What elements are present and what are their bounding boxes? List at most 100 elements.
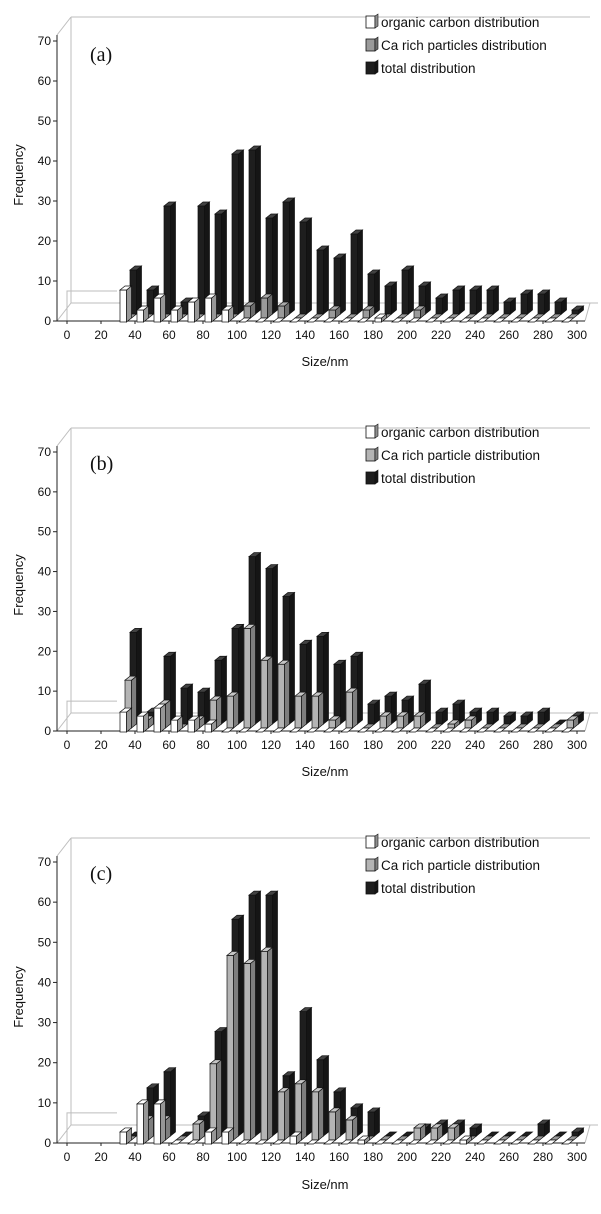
bar-organic-carbon-distribution-175 xyxy=(357,727,371,733)
bar-organic-carbon-distribution-235 xyxy=(459,317,473,323)
x-tick-label: 0 xyxy=(64,738,71,752)
y-tick-label: 0 xyxy=(44,724,51,738)
bar-organic-carbon-distribution-95 xyxy=(221,727,235,733)
bar-Ca-rich-particles-distribution-245 xyxy=(481,313,495,319)
bar-organic-carbon-distribution-235 xyxy=(459,1135,473,1145)
bar-Ca-rich-particle-distribution-75 xyxy=(192,1119,206,1141)
bar-organic-carbon-distribution-165 xyxy=(340,1139,354,1145)
bar-organic-carbon-distribution-145 xyxy=(306,317,320,323)
bar-Ca-rich-particle-distribution-295 xyxy=(566,1135,580,1141)
bar-organic-carbon-distribution-265 xyxy=(510,1139,524,1145)
x-axis-label: Size/nm xyxy=(302,764,349,779)
bar-Ca-rich-particles-distribution-105 xyxy=(243,301,257,319)
bar-organic-carbon-distribution-125 xyxy=(272,1139,286,1145)
bar-Ca-rich-particle-distribution-165 xyxy=(345,1115,359,1141)
bar-total-distribution-215 xyxy=(435,707,449,725)
bar-total-distribution-135 xyxy=(299,217,313,315)
x-tick-label: 300 xyxy=(567,1150,587,1164)
x-tick-label: 100 xyxy=(227,328,247,342)
bar-organic-carbon-distribution-175 xyxy=(357,317,371,323)
wall-top-edge xyxy=(56,837,72,857)
x-tick-label: 20 xyxy=(94,1150,108,1164)
bar-organic-carbon-distribution-75 xyxy=(187,715,201,733)
bar-organic-carbon-distribution-185 xyxy=(374,313,388,323)
bar-organic-carbon-distribution-295 xyxy=(561,727,575,733)
bar-organic-carbon-distribution-245 xyxy=(476,317,490,323)
bar-Ca-rich-particle-distribution-105 xyxy=(243,623,257,729)
x-tick-label: 260 xyxy=(499,328,519,342)
bar-organic-carbon-distribution-215 xyxy=(425,727,439,733)
x-tick-label: 220 xyxy=(431,328,451,342)
bar-organic-carbon-distribution-145 xyxy=(306,1139,320,1145)
bar-total-distribution-105 xyxy=(248,145,262,315)
y-tick-label: 30 xyxy=(38,194,52,208)
bar-organic-carbon-distribution-175 xyxy=(357,1135,371,1145)
bar-organic-carbon-distribution-115 xyxy=(255,317,269,323)
bar-total-distribution-95 xyxy=(231,623,245,725)
bar-total-distribution-225 xyxy=(452,699,466,725)
bar-total-distribution-275 xyxy=(537,707,551,725)
legend: organic carbon distribution Ca rich parti… xyxy=(365,13,547,76)
floor-plateau xyxy=(66,1112,117,1143)
bar-Ca-rich-particle-distribution-155 xyxy=(328,1107,342,1141)
x-axis-label: Size/nm xyxy=(302,354,349,369)
bar-Ca-rich-particle-distribution-285 xyxy=(549,723,563,729)
x-tick-label: 80 xyxy=(196,1150,210,1164)
bar-organic-carbon-distribution-75 xyxy=(187,1139,201,1145)
bar-total-distribution-145 xyxy=(316,631,330,725)
bar-total-distribution-185 xyxy=(384,281,398,315)
bar-organic-carbon-distribution-85 xyxy=(204,293,218,323)
bar-Ca-rich-particle-distribution-215 xyxy=(430,723,444,729)
bar-total-distribution-225 xyxy=(452,285,466,315)
bar-organic-carbon-distribution-215 xyxy=(425,317,439,323)
x-tick-label: 40 xyxy=(128,738,142,752)
x-tick-label: 80 xyxy=(196,738,210,752)
x-tick-label: 60 xyxy=(162,738,176,752)
legend-label: organic carbon distribution xyxy=(381,425,539,440)
y-tick-label: 60 xyxy=(38,74,52,88)
bar-organic-carbon-distribution-125 xyxy=(272,317,286,323)
bar-organic-carbon-distribution-45 xyxy=(136,1099,150,1145)
bar-total-distribution-215 xyxy=(435,293,449,315)
bar-organic-carbon-distribution-105 xyxy=(238,727,252,733)
bar-organic-carbon-distribution-45 xyxy=(136,305,150,323)
bar-total-distribution-95 xyxy=(231,149,245,315)
legend-label: organic carbon distribution xyxy=(381,15,539,30)
bar-Ca-rich-particle-distribution-85 xyxy=(209,695,223,729)
bar-organic-carbon-distribution-95 xyxy=(221,1127,235,1145)
bar-organic-carbon-distribution-155 xyxy=(323,1139,337,1145)
bar-Ca-rich-particles-distribution-195 xyxy=(396,313,410,319)
floor-right-edge xyxy=(584,1124,591,1144)
bar-organic-carbon-distribution-165 xyxy=(340,727,354,733)
x-tick-label: 300 xyxy=(567,328,587,342)
legend-swatch xyxy=(365,471,376,485)
x-tick-label: 220 xyxy=(431,1150,451,1164)
bar-organic-carbon-distribution-255 xyxy=(493,1139,507,1145)
floor-plateau xyxy=(66,700,117,731)
bar-Ca-rich-particle-distribution-95 xyxy=(226,691,240,729)
bar-Ca-rich-particle-distribution-225 xyxy=(447,719,461,729)
x-tick-label: 140 xyxy=(295,1150,315,1164)
x-tick-label: 160 xyxy=(329,1150,349,1164)
bar-organic-carbon-distribution-35 xyxy=(119,1127,133,1145)
x-tick-label: 240 xyxy=(465,1150,485,1164)
x-axis-label: Size/nm xyxy=(302,1177,349,1192)
legend-swatch xyxy=(365,15,376,29)
y-tick-label: 50 xyxy=(38,935,52,949)
legend-swatch xyxy=(365,448,376,462)
bar-Ca-rich-particle-distribution-155 xyxy=(328,715,342,729)
bar-total-distribution-245 xyxy=(486,707,500,725)
x-tick-label: 280 xyxy=(533,738,553,752)
legend-swatch xyxy=(365,858,376,872)
bar-Ca-rich-particle-distribution-185 xyxy=(379,711,393,729)
x-tick-label: 20 xyxy=(94,328,108,342)
chart-panel-a: 0 10 20 30 40 50 60 70 0 20 40 60 80 100 120 140 160 180 2… xyxy=(11,13,598,369)
bar-organic-carbon-distribution-135 xyxy=(289,317,303,323)
bar-total-distribution-275 xyxy=(537,289,551,315)
bar-Ca-rich-particle-distribution-255 xyxy=(498,723,512,729)
x-tick-label: 240 xyxy=(465,738,485,752)
bar-Ca-rich-particle-distribution-145 xyxy=(311,691,325,729)
bar-organic-carbon-distribution-155 xyxy=(323,727,337,733)
bar-total-distribution-65 xyxy=(180,683,194,725)
